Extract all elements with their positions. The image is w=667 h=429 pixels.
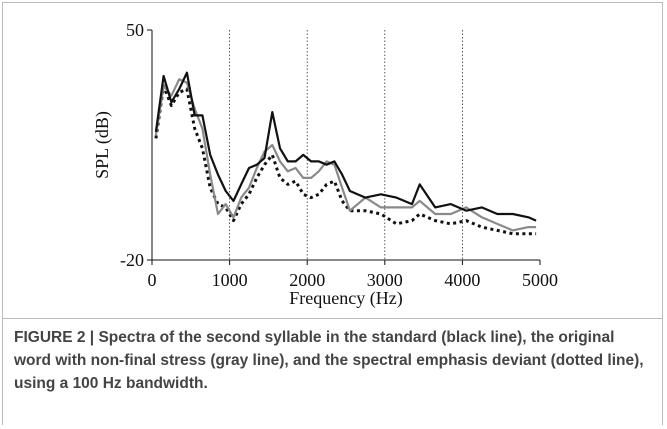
y-tick-label: 50 [126,20,144,40]
x-tick-label: 1000 [212,270,248,290]
caption-label: FIGURE 2 | [14,329,95,346]
series-line [154,78,537,232]
series-line [154,71,537,222]
caption-text: Spectra of the second syllable in the st… [14,329,644,392]
y-tick-label: -20 [120,250,144,270]
caption-rule [2,318,663,319]
x-tick-label: 5000 [522,270,558,290]
x-axis-label: Frequency (Hz) [289,288,402,309]
x-tick-label: 4000 [444,270,480,290]
x-tick-label: 0 [148,270,157,290]
frame [2,2,663,425]
y-axis-label: SPL (dB) [92,111,113,179]
x-tick-label: 3000 [367,270,403,290]
caption: FIGURE 2 | Spectra of the second syllabl… [14,326,654,395]
x-tick-label: 2000 [289,270,325,290]
chart: Frequency (Hz) SPL (dB) 0 1000 2000 3000 400… [92,20,558,309]
